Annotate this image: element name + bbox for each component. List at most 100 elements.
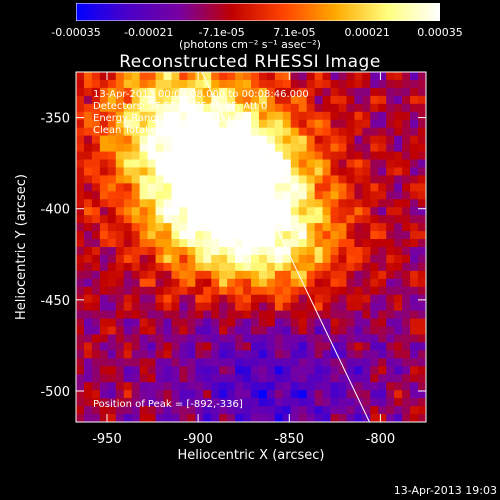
- heatmap-cell: [258, 207, 268, 216]
- heatmap-cell: [370, 95, 379, 105]
- heatmap-cell: [322, 175, 332, 184]
- heatmap-cell: [274, 95, 284, 105]
- heatmap-cell: [394, 95, 403, 105]
- heatmap-cell: [147, 159, 157, 169]
- heatmap-cell: [338, 175, 348, 184]
- heatmap-cell: [298, 366, 308, 375]
- heatmap-cell: [251, 294, 260, 304]
- heatmap-cell: [346, 254, 356, 264]
- heatmap-cell: [290, 95, 300, 105]
- heatmap-cell: [219, 334, 228, 344]
- heatmap-cell: [235, 119, 244, 129]
- heatmap-cell: [76, 342, 85, 352]
- heatmap-cell: [370, 239, 379, 248]
- heatmap-cell: [410, 127, 419, 137]
- heatmap-cell: [251, 302, 260, 312]
- heatmap-cell: [402, 175, 411, 184]
- heatmap-cell: [219, 103, 228, 113]
- heatmap-cell: [76, 302, 85, 312]
- heatmap-cell: [266, 143, 276, 153]
- heatmap-cell: [235, 87, 244, 97]
- heatmap-cell: [410, 262, 419, 272]
- heatmap-cell: [195, 254, 204, 264]
- heatmap-cell: [211, 223, 220, 232]
- heatmap-cell: [76, 247, 85, 256]
- heatmap-cell: [115, 215, 125, 224]
- heatmap-cell: [163, 294, 173, 304]
- heatmap-cell: [155, 342, 165, 352]
- heatmap-cell: [378, 79, 387, 89]
- heatmap-cell: [386, 326, 395, 336]
- heatmap-cell: [282, 215, 292, 224]
- heatmap-cell: [187, 95, 196, 105]
- heatmap-cell: [203, 183, 212, 192]
- heatmap-cell: [83, 111, 93, 121]
- heatmap-cell: [107, 207, 117, 216]
- heatmap-cell: [370, 294, 379, 304]
- heatmap-cell: [410, 167, 419, 177]
- heatmap-cell: [370, 231, 379, 240]
- heatmap-cell: [243, 95, 252, 105]
- heatmap-cell: [99, 191, 109, 200]
- heatmap-cell: [235, 199, 244, 208]
- heatmap-cell: [147, 406, 157, 415]
- heatmap-cell: [76, 318, 85, 328]
- heatmap-cell: [298, 350, 308, 359]
- heatmap-cell: [346, 366, 356, 375]
- heatmap-cell: [91, 231, 101, 240]
- heatmap-cell: [378, 342, 387, 352]
- heatmap-cell: [91, 87, 101, 97]
- heatmap-cell: [131, 318, 141, 328]
- x-tick-label: -950: [92, 432, 122, 447]
- heatmap-cell: [330, 262, 340, 272]
- x-tick-label: -850: [275, 432, 305, 447]
- heatmap-cell: [354, 286, 363, 296]
- heatmap-cell: [290, 111, 300, 121]
- heatmap-cell: [274, 254, 284, 264]
- heatmap-cell: [83, 310, 93, 320]
- heatmap-cell: [211, 358, 220, 367]
- heatmap-cell: [306, 247, 316, 256]
- heatmap-cell: [314, 79, 324, 89]
- heatmap-cell: [394, 382, 403, 391]
- heatmap-cell: [123, 191, 133, 200]
- heatmap-cell: [83, 135, 93, 145]
- heatmap-cell: [187, 358, 196, 367]
- heatmap-cell: [346, 414, 356, 422]
- heatmap-cell: [195, 270, 204, 280]
- heatmap-cell: [251, 270, 260, 280]
- heatmap-cell: [306, 310, 316, 320]
- heatmap-cell: [378, 151, 387, 161]
- heatmap-cell: [91, 334, 101, 344]
- heatmap-cell: [187, 135, 196, 145]
- heatmap-cell: [322, 183, 332, 192]
- heatmap-cell: [258, 167, 268, 177]
- heatmap-cell: [76, 382, 85, 391]
- heatmap-cell: [330, 294, 340, 304]
- heatmap-cell: [410, 286, 419, 296]
- heatmap-cell: [378, 135, 387, 145]
- heatmap-cell: [76, 398, 85, 407]
- heatmap-cell: [203, 310, 212, 320]
- heatmap-cell: [163, 183, 173, 192]
- heatmap-cell: [338, 247, 348, 256]
- heatmap-cell: [211, 143, 220, 153]
- heatmap-cell: [147, 127, 157, 137]
- heatmap-cell: [274, 286, 284, 296]
- heatmap-cell: [195, 302, 204, 312]
- heatmap-cell: [338, 215, 348, 224]
- heatmap-cell: [235, 398, 244, 407]
- heatmap-cell: [83, 414, 93, 422]
- heatmap-cell: [251, 223, 260, 232]
- heatmap-cell: [274, 342, 284, 352]
- heatmap-cell: [266, 72, 276, 81]
- heatmap-cell: [266, 278, 276, 288]
- heatmap-cell: [418, 167, 426, 177]
- heatmap-cell: [354, 143, 363, 153]
- heatmap-cell: [99, 199, 109, 208]
- heatmap-cell: [282, 111, 292, 121]
- heatmap-cell: [258, 175, 268, 184]
- heatmap-cell: [187, 342, 196, 352]
- heatmap-cell: [187, 127, 196, 137]
- heatmap-cell: [243, 191, 252, 200]
